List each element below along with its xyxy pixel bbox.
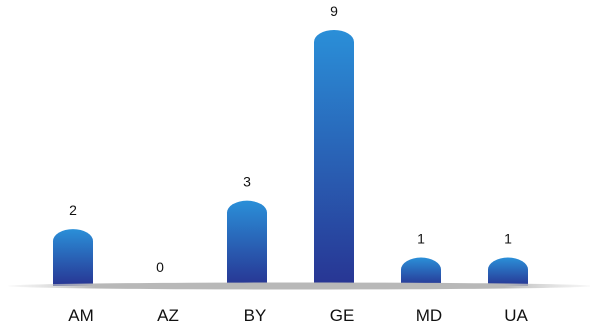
value-label-ua: 1	[504, 231, 512, 247]
category-label-ge: GE	[330, 306, 355, 324]
bar-by	[227, 200, 267, 286]
bar-am	[53, 229, 93, 286]
category-label-am: AM	[68, 306, 94, 324]
value-label-md: 1	[417, 231, 425, 247]
value-label-ge: 9	[330, 3, 338, 19]
category-label-ua: UA	[504, 306, 528, 324]
category-label-md: MD	[416, 306, 442, 324]
value-label-by: 3	[243, 174, 251, 190]
value-label-az: 0	[156, 259, 164, 275]
baseline	[8, 282, 590, 290]
category-label-az: AZ	[157, 306, 179, 324]
category-label-by: BY	[244, 306, 267, 324]
bar-md	[401, 257, 441, 286]
bar-ge	[314, 30, 354, 286]
value-label-am: 2	[69, 202, 77, 218]
bar-ua	[488, 257, 528, 286]
